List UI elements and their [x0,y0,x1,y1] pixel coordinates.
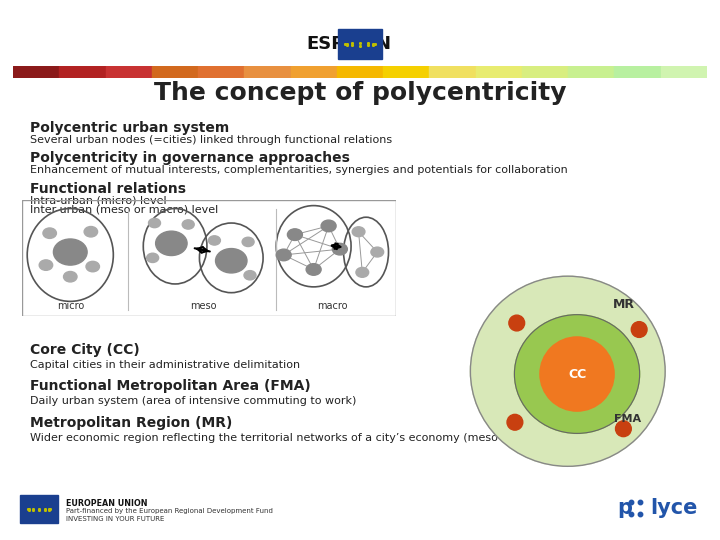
Text: N: N [375,35,390,53]
Bar [383,66,429,78]
Circle shape [616,421,631,437]
Circle shape [276,249,291,261]
Text: meso: meso [190,301,217,310]
Text: Functional Metropolitan Area (FMA): Functional Metropolitan Area (FMA) [30,379,311,393]
Circle shape [63,272,77,282]
Circle shape [321,220,336,232]
Text: macro: macro [317,301,348,310]
Circle shape [507,414,523,430]
Circle shape [352,227,365,237]
Bar [152,66,198,78]
Text: EUROPEAN UNION: EUROPEAN UNION [66,500,148,508]
Text: Functional relations: Functional relations [30,182,186,196]
Bar [337,66,383,78]
Text: FMA: FMA [614,415,642,424]
Circle shape [287,229,302,240]
Text: The concept of polycentricity: The concept of polycentricity [154,81,566,105]
Circle shape [53,239,87,265]
Circle shape [43,228,56,238]
Circle shape [371,247,384,257]
Circle shape [182,220,194,229]
Text: Several urban nodes (=cities) linked through functional relations: Several urban nodes (=cities) linked thr… [30,135,392,145]
Circle shape [356,267,369,278]
Circle shape [84,226,98,237]
Bar [198,66,244,78]
Bar [568,66,614,78]
Text: Intra-urban (micro) level: Intra-urban (micro) level [30,195,167,205]
Circle shape [306,264,321,275]
Circle shape [147,253,158,262]
Bar [522,66,568,78]
Text: Metropolitan Region (MR): Metropolitan Region (MR) [30,416,233,430]
Text: Daily urban system (area of intensive commuting to work): Daily urban system (area of intensive co… [30,396,356,407]
Text: MR: MR [613,298,634,311]
Text: Core City (CC): Core City (CC) [30,342,140,356]
Circle shape [156,231,187,255]
Ellipse shape [514,315,639,434]
Circle shape [86,261,99,272]
Text: Enhancement of mutual interests, complementarities, synergies and potentials for: Enhancement of mutual interests, complem… [30,165,568,175]
Circle shape [509,315,525,331]
Bar [661,66,707,78]
Circle shape [208,236,220,245]
Text: CC: CC [568,368,586,381]
Text: Inter-urban (meso or macro) level: Inter-urban (meso or macro) level [30,205,219,215]
Text: ESP: ESP [306,35,345,53]
Circle shape [215,248,247,273]
Bar [244,66,291,78]
Circle shape [148,218,161,228]
Text: INVESTING IN YOUR FUTURE: INVESTING IN YOUR FUTURE [66,516,165,522]
Bar [614,66,661,78]
Text: Capital cities in their administrative delimitation: Capital cities in their administrative d… [30,360,300,370]
Text: Polycentric urban system: Polycentric urban system [30,122,230,136]
Circle shape [244,271,256,280]
Circle shape [540,337,614,411]
Bar [59,66,106,78]
Text: Wider economic region reflecting the territorial networks of a city’s economy (m: Wider economic region reflecting the ter… [30,433,533,443]
Bar [20,495,58,523]
Circle shape [333,244,347,255]
Ellipse shape [470,276,665,467]
Circle shape [242,237,254,247]
Bar [429,66,476,78]
Bar [106,66,152,78]
Text: Part-financed by the European Regional Development Fund: Part-financed by the European Regional D… [66,508,274,514]
Text: p: p [617,498,632,518]
Bar [476,66,522,78]
Bar [13,66,59,78]
Text: micro: micro [57,301,84,310]
Circle shape [631,322,647,338]
Text: lyce: lyce [650,498,698,518]
Bar [338,29,382,59]
Text: Polycentricity in governance approaches: Polycentricity in governance approaches [30,151,350,165]
Circle shape [39,260,53,271]
Bar [291,66,337,78]
